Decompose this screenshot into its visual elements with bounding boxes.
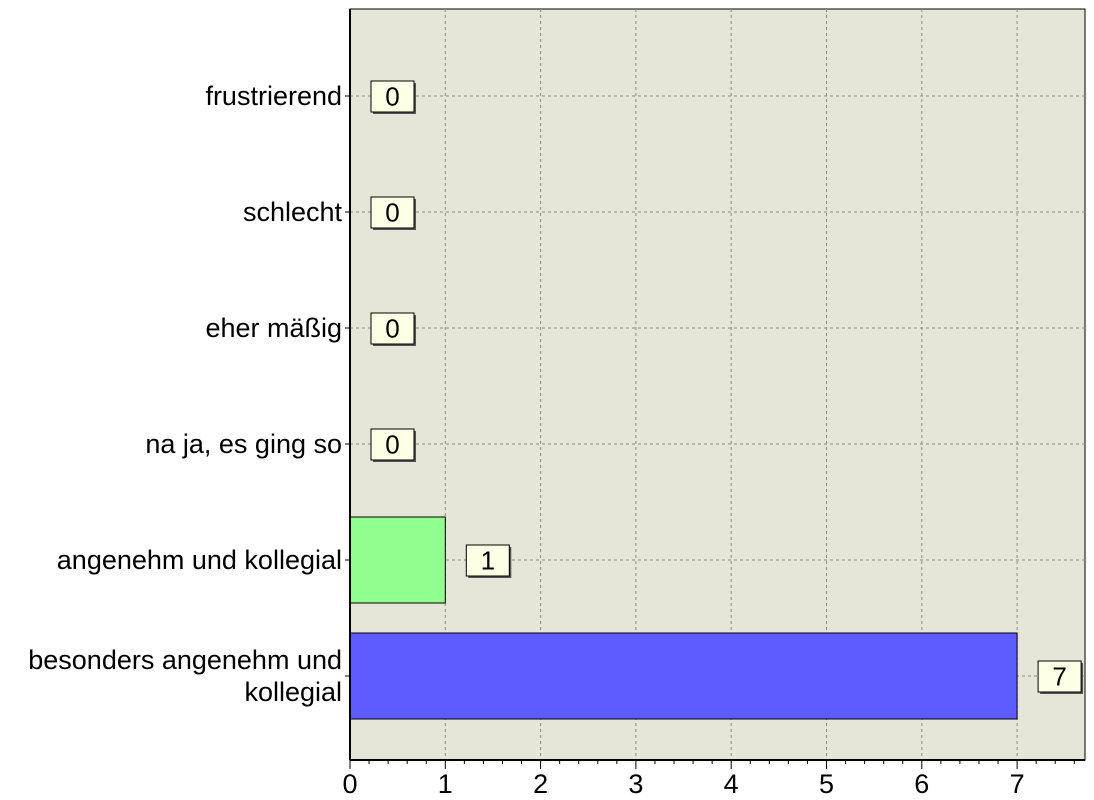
- data-label-value: 0: [385, 198, 399, 228]
- data-label-value: 0: [385, 430, 399, 460]
- bar: [349, 516, 446, 604]
- x-tick-label: 1: [438, 769, 453, 799]
- data-label-value: 0: [385, 82, 399, 112]
- data-label: 1: [465, 544, 512, 578]
- data-label: 0: [370, 196, 416, 230]
- category-labels: frustrierend schlecht eher mäßig na ja, es …: [28, 81, 342, 707]
- data-label-value: 7: [1052, 662, 1066, 692]
- bar: [349, 632, 1018, 720]
- data-label: 0: [370, 428, 416, 462]
- data-label-box: [465, 544, 510, 577]
- category-label: schlecht: [243, 197, 343, 227]
- x-tick-label: 0: [342, 769, 357, 799]
- data-label-box: [370, 428, 415, 461]
- category-label: na ja, es ging so: [145, 429, 342, 459]
- x-tick-label: 6: [914, 769, 929, 799]
- x-tick-label: 3: [628, 769, 643, 799]
- category-label: kollegial: [244, 677, 342, 707]
- x-tick-label: 4: [724, 769, 739, 799]
- data-label: 0: [370, 312, 416, 346]
- data-label: 7: [1037, 660, 1084, 694]
- axes: [345, 9, 1085, 769]
- x-tick-labels: 0 1 2 3 4 5 6 7: [342, 769, 1024, 799]
- category-label: frustrierend: [205, 81, 342, 111]
- data-label-box: [370, 312, 415, 345]
- data-label-box: [1037, 660, 1082, 693]
- data-label: 0: [370, 80, 416, 114]
- x-tick-label: 7: [1010, 769, 1025, 799]
- category-label: eher mäßig: [205, 313, 342, 343]
- category-label: angenehm und kollegial: [57, 545, 342, 575]
- data-label-value: 0: [385, 314, 399, 344]
- category-label: besonders angenehm und: [28, 645, 342, 675]
- data-label-value: 1: [481, 546, 495, 576]
- data-label-box: [370, 80, 415, 113]
- data-label-box: [370, 196, 415, 229]
- bars: [349, 516, 1018, 720]
- x-tick-label: 5: [819, 769, 834, 799]
- x-tick-label: 2: [533, 769, 548, 799]
- data-labels: 0 0 0 0 1 7: [370, 80, 1084, 694]
